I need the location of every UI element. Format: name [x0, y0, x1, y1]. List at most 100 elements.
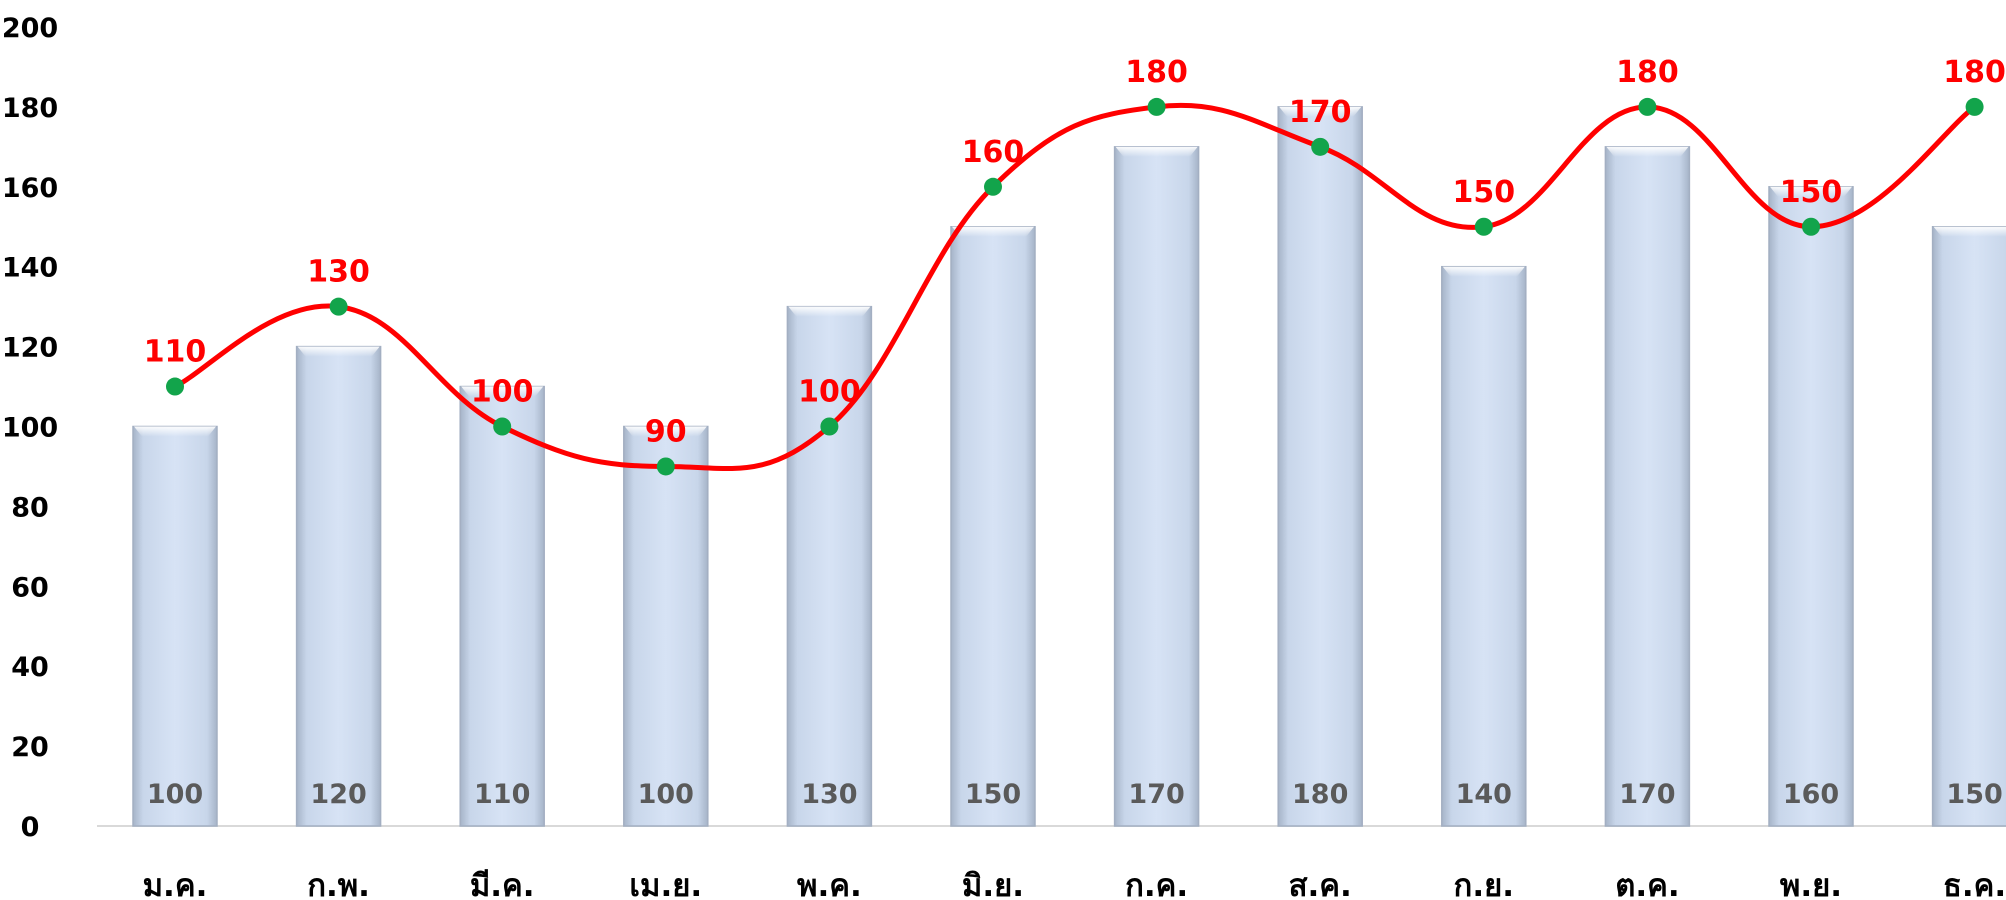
- bar-bevel: [788, 306, 871, 317]
- bar-value-label: 100: [147, 779, 203, 810]
- x-tick-label: พ.ย.: [1780, 868, 1842, 900]
- bar-bevel: [1279, 106, 1362, 117]
- bar-bevel: [461, 386, 544, 397]
- bar-bevel: [297, 346, 380, 357]
- bar-body: [1604, 146, 1691, 827]
- bar-bevel: [1933, 226, 2006, 237]
- bar-body: [950, 226, 1036, 827]
- bar-value-label: 120: [310, 779, 366, 810]
- bar-bevel: [134, 426, 216, 437]
- bar: [1113, 146, 1200, 827]
- y-tick-label: 180: [2, 93, 58, 124]
- line-marker: [166, 377, 184, 396]
- bar-bevel: [952, 226, 1034, 237]
- bar: [459, 385, 545, 827]
- line-value-label: 100: [471, 375, 534, 410]
- bar-body: [1931, 226, 2006, 827]
- x-tick-label: ต.ค.: [1615, 868, 1679, 900]
- y-tick-label: 160: [2, 173, 58, 204]
- line-value-label: 130: [307, 255, 370, 290]
- bar-bevel: [1606, 146, 1689, 157]
- line-marker: [1802, 217, 1820, 236]
- x-tick-label: พ.ค.: [797, 868, 862, 900]
- bar-value-label: 170: [1619, 779, 1675, 810]
- line-marker: [1965, 97, 1984, 116]
- line-value-label: 110: [144, 335, 207, 370]
- line-value-label: 160: [962, 135, 1025, 170]
- line-marker: [984, 177, 1002, 196]
- y-tick-label: 200: [2, 13, 58, 44]
- bar: [1441, 265, 1527, 827]
- bar-bevel: [1115, 146, 1198, 157]
- bar-body: [295, 345, 382, 827]
- bar-value-label: 140: [1456, 779, 1512, 810]
- line-value-label: 170: [1289, 95, 1352, 130]
- line-value-label: 180: [1943, 55, 2006, 90]
- line-value-label: 180: [1125, 55, 1188, 90]
- bar: [295, 345, 382, 827]
- x-tick-label: ก.ค.: [1125, 868, 1188, 900]
- line-marker: [329, 297, 348, 316]
- bar-body: [623, 425, 709, 827]
- bar: [623, 425, 709, 827]
- bar-value-label: 100: [638, 779, 694, 810]
- bar-body: [1113, 146, 1200, 827]
- y-tick-label: 140: [2, 253, 58, 284]
- bar-value-label: 150: [1946, 779, 2002, 810]
- line-series: [172, 102, 1978, 472]
- line-value-label: 150: [1452, 175, 1515, 210]
- x-tick-label: ก.พ.: [307, 868, 370, 900]
- line-value-label: 100: [798, 375, 861, 410]
- bar-body: [1441, 265, 1527, 827]
- y-tick-label: 100: [2, 413, 58, 444]
- bar: [950, 226, 1036, 827]
- line-path: [172, 102, 1978, 472]
- line-value-label: 90: [645, 414, 687, 449]
- line-marker: [1474, 217, 1493, 236]
- x-tick-label: ส.ค.: [1289, 868, 1352, 900]
- bar: [1277, 106, 1363, 827]
- bar-value-label: 180: [1292, 779, 1348, 810]
- bar-bevel: [1770, 186, 1852, 197]
- bar: [132, 425, 218, 827]
- bar-bevel: [1442, 266, 1525, 277]
- line-value-label: 180: [1616, 55, 1679, 90]
- bar-value-label: 110: [474, 779, 530, 810]
- bar-body: [1277, 106, 1363, 827]
- x-tick-label: ธ.ค.: [1943, 868, 2006, 900]
- bar-data-labels: 100 120 110 100 130 150 170 180 140 170 160 150: [147, 779, 2003, 810]
- bar-value-label: 160: [1783, 779, 1839, 810]
- line-marker: [656, 457, 675, 476]
- x-tick-label: มิ.ย.: [962, 868, 1024, 900]
- x-tick-label: ก.ย.: [1454, 868, 1515, 900]
- line-marker: [1638, 97, 1657, 116]
- line-marker: [1311, 137, 1330, 156]
- bar-body: [459, 385, 545, 827]
- y-tick-label: 20: [11, 732, 49, 763]
- x-tick-label: มี.ค.: [470, 868, 535, 900]
- x-tick-label: ม.ค.: [143, 868, 208, 900]
- line-marker: [1147, 97, 1166, 116]
- bar-value-label: 150: [965, 779, 1021, 810]
- y-tick-label: 80: [11, 492, 49, 523]
- bar-body: [132, 425, 218, 827]
- line-data-labels: 110 130 100 90 100 160 180 170 150 180 150 180: [144, 55, 2006, 450]
- line-value-label: 150: [1780, 175, 1843, 210]
- bar-body: [1768, 186, 1854, 827]
- line-markers: [166, 97, 1984, 476]
- y-tick-label: 60: [11, 572, 49, 603]
- x-tick-label: เม.ย.: [629, 868, 702, 900]
- bar-value-label: 130: [801, 779, 857, 810]
- bar-series: [132, 106, 2006, 827]
- bar-bevel: [624, 426, 707, 437]
- y-tick-label: 120: [2, 333, 58, 364]
- y-tick-label: 40: [11, 652, 49, 683]
- line-marker: [493, 417, 512, 436]
- y-tick-label: 0: [21, 812, 40, 843]
- bar: [1604, 146, 1691, 827]
- line-marker: [820, 417, 839, 436]
- bar: [1931, 226, 2006, 827]
- axes: 0 20 40 60 80 100 120 140 160 180 200 ม.ค. ก.พ. มี.ค.…: [2, 13, 2006, 900]
